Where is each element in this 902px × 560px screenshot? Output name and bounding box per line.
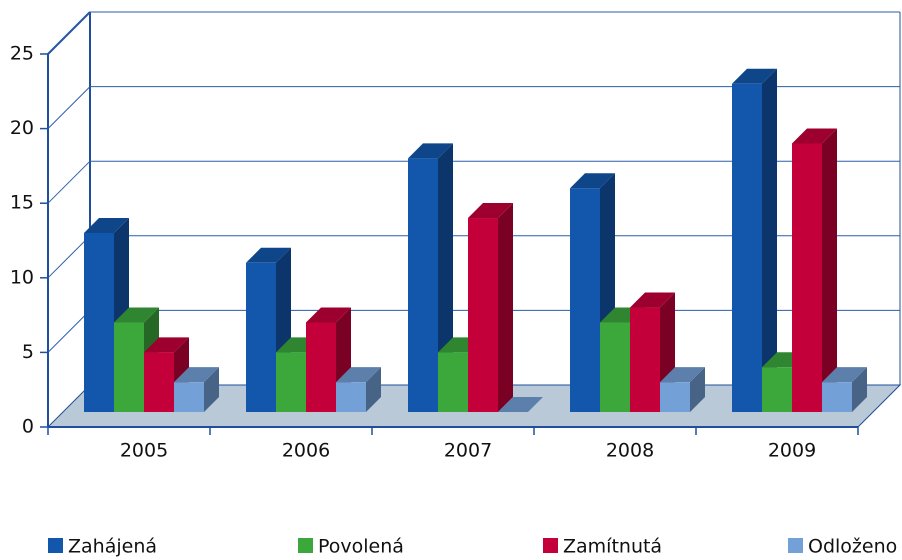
bar-side (762, 68, 777, 412)
legend-label: Zahájená (68, 536, 157, 558)
bar-top (336, 367, 381, 383)
bar-top (468, 203, 513, 219)
bar (468, 218, 498, 412)
bar (306, 322, 336, 412)
x-tick-label: 2006 (282, 440, 330, 462)
y-tick-label: 10 (10, 266, 34, 288)
bar (732, 83, 762, 412)
bar-top (144, 337, 189, 353)
grid-line-side (47, 310, 91, 353)
legend-swatch (543, 538, 558, 553)
bar-top (84, 217, 129, 233)
y-tick-label: 20 (10, 117, 34, 139)
bar (336, 382, 366, 412)
bar-side (366, 367, 381, 412)
bar-side (204, 367, 219, 412)
legend-swatch (298, 538, 313, 553)
bar-side (822, 128, 837, 412)
bar (600, 322, 630, 412)
x-tick-label: 2009 (768, 440, 816, 462)
bar-top (498, 397, 543, 412)
grid-line-side (47, 235, 91, 279)
y-tick-label: 0 (22, 416, 34, 438)
x-tick-label: 2008 (606, 440, 654, 462)
x-tick-label: 2007 (444, 440, 492, 462)
bar-top (114, 307, 159, 323)
bar (822, 382, 852, 412)
bar (570, 188, 600, 412)
y-tick-label: 25 (10, 43, 34, 65)
bar (762, 367, 792, 412)
bar-top (408, 143, 453, 159)
legend-label: Zamítnutá (563, 536, 662, 558)
legend-label: Povolená (318, 536, 404, 558)
bar (114, 322, 144, 412)
bar-top (306, 307, 351, 323)
bar-top (732, 68, 777, 84)
legend-swatch (48, 538, 63, 553)
bar (630, 307, 660, 412)
legend-swatch (788, 538, 803, 553)
bar-side (852, 367, 867, 412)
bar (792, 143, 822, 412)
bar-top (246, 247, 291, 263)
grid-line-side (47, 86, 91, 129)
bar (174, 382, 204, 412)
bar-top (660, 367, 705, 383)
bar-top (792, 128, 837, 144)
x-tick-label: 2005 (120, 440, 168, 462)
bar (276, 352, 306, 412)
bar-side (498, 203, 513, 412)
bar (408, 158, 438, 412)
bar (246, 262, 276, 412)
bar-top (570, 173, 615, 189)
bar-side (690, 367, 705, 412)
legend-label: Odloženo (808, 536, 897, 558)
bar-top (822, 367, 867, 383)
bar (438, 352, 468, 412)
grid-line-side (47, 11, 91, 55)
bar (144, 352, 174, 412)
y-tick-label: 15 (10, 192, 34, 214)
y-tick-label: 5 (22, 341, 34, 363)
bar-top (630, 292, 675, 308)
bar-top (174, 367, 219, 383)
bar (660, 382, 690, 412)
grid-line-side (47, 160, 91, 204)
bar (84, 232, 114, 412)
